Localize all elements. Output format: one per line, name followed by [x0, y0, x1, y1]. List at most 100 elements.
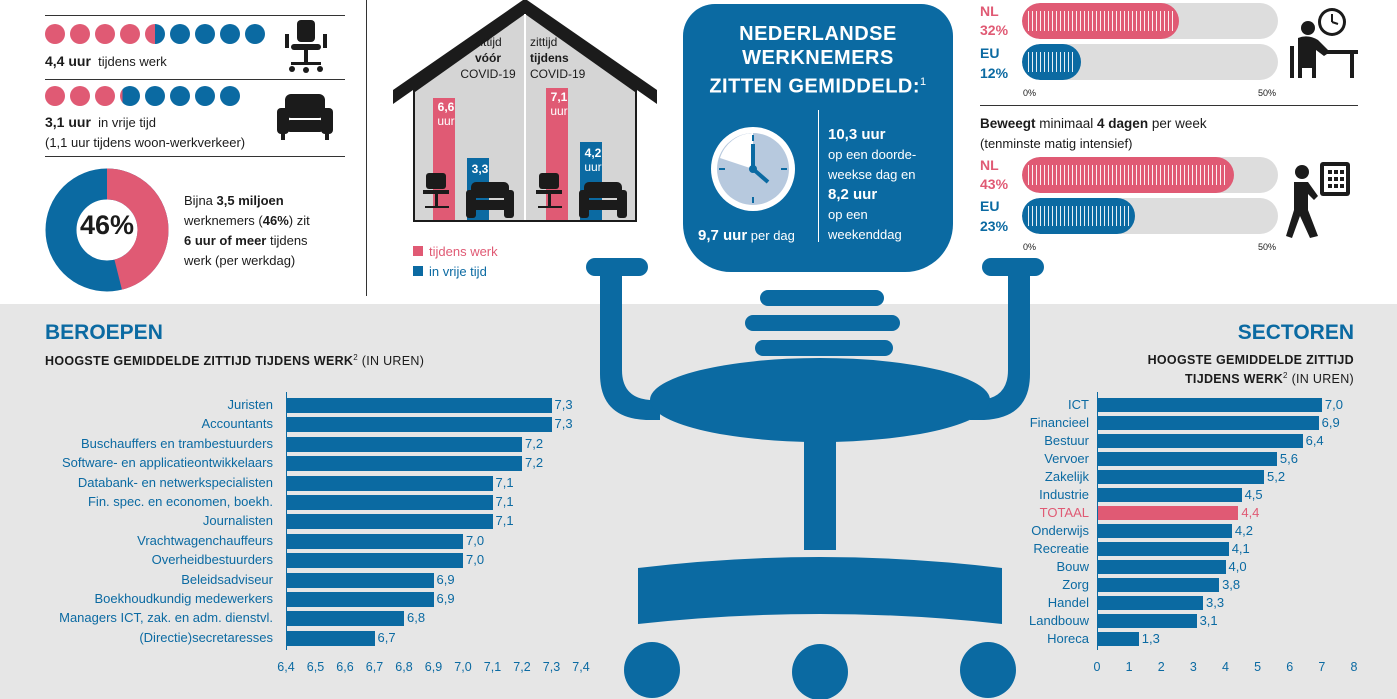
free-hours-text: 3,1 uur in vrije tijd — [45, 114, 156, 130]
sectoren-subtitle: HOOGSTE GEMIDDELDE ZITTIJD TIJDENS WERK2… — [1147, 353, 1354, 387]
bar-value-label: 7,3 — [554, 397, 573, 412]
sit-nl-bar — [1022, 3, 1278, 39]
divider-top — [45, 15, 345, 16]
bar-category-label: Software- en applicatieontwikkelaars — [62, 455, 273, 471]
move-nl-pct: 43% — [980, 176, 1009, 192]
move-title: Beweegt minimaal 4 dagen per week — [980, 116, 1207, 131]
office-chair-icon — [285, 20, 327, 73]
house-chart — [393, 0, 657, 222]
house-label-during: zittijd tijdens COVID-19 — [530, 35, 586, 81]
sit-eu-pct: 12% — [980, 65, 1009, 81]
bar — [286, 611, 404, 627]
bar-category-label: Fin. spec. en economen, boekh. — [87, 494, 273, 509]
bar-before-work — [433, 98, 455, 220]
move-nl-label: NL — [980, 157, 999, 173]
work-hours-text: 4,4 uur tijdens werk — [45, 53, 167, 69]
bar-value-label: 7,3 — [554, 416, 573, 432]
work-hours-dots — [45, 24, 265, 44]
divider-1 — [45, 79, 345, 80]
center-divider — [818, 110, 819, 242]
x-tick-label: 6,9 — [424, 660, 443, 674]
x-tick-label: 7,3 — [542, 660, 561, 674]
bar-category-label: Buschauffers en trambestuurders — [81, 435, 273, 451]
x-tick-label: 6,7 — [365, 660, 384, 674]
move-axis-50: 50% — [1258, 242, 1277, 252]
office-chair-illustration — [586, 258, 1044, 699]
move-subtitle: (tenminste matig intensief) — [980, 136, 1133, 151]
desk-worker-clock-icon — [1290, 8, 1358, 78]
bar-category-label: Boekhoudkundig medewerkers — [94, 591, 274, 606]
legend-free: in vrije tijd — [413, 262, 487, 281]
move-eu-bar — [1022, 198, 1278, 234]
bar-value-label: 7,1 — [495, 513, 514, 529]
sit-axis-50: 50% — [1258, 88, 1277, 98]
bar — [286, 456, 522, 472]
bar — [286, 630, 375, 646]
bar-category-label: Accountants — [201, 416, 273, 432]
bar-category-label: (Directie)secretaresses — [139, 629, 273, 645]
bar-category-label: Databank- en netwerkspecialisten — [77, 474, 273, 490]
house-label-before: zittijd vóór COVID-19 — [460, 35, 516, 81]
commute-note: (1,1 uur tijdens woon-werkverkeer) — [45, 135, 246, 150]
vertical-divider — [366, 0, 367, 296]
move-eu-label: EU — [980, 198, 1000, 214]
bar-value-label: 7,2 — [525, 455, 544, 471]
x-tick-label: 6,5 — [306, 660, 325, 674]
x-tick-label: 7,2 — [513, 660, 531, 674]
bar — [286, 398, 552, 413]
x-tick-label: 7,4 — [572, 660, 590, 674]
donut-value: 46% — [79, 210, 135, 240]
bar — [286, 495, 493, 510]
bar — [286, 436, 522, 452]
bar-category-label: Vrachtwagenchauffeurs — [137, 532, 273, 548]
bar-value-label: 6,9 — [436, 571, 455, 587]
donut-chart — [45, 168, 169, 292]
center-breakdown: 10,3 uur op een doorde- weekse dag en 8,… — [828, 126, 917, 242]
sit-eu-label: EU — [980, 45, 1000, 61]
beroepen-bar-chart: Juristen 7,3 Accountants 7,3 Buschauffers en… — [59, 392, 590, 674]
legend-work: tijdens werk — [413, 242, 498, 261]
walking-person-icon — [1286, 162, 1350, 238]
free-hours-dots — [45, 86, 240, 106]
x-tick-label: 6,6 — [336, 660, 354, 674]
bar-value-label: 6,9 — [436, 591, 455, 606]
x-tick-label: 6,8 — [395, 660, 413, 674]
clock-icon — [711, 127, 795, 211]
donut-share-arc — [45, 168, 169, 292]
x-tick-label: 7,0 — [454, 660, 472, 674]
bar-value-label: 7,2 — [525, 435, 544, 451]
center-title: NEDERLANDSE WERKNEMERS ZITTEN GEMIDDELD:1 — [709, 23, 927, 98]
bar — [286, 533, 463, 549]
bar-value-label: 7,0 — [466, 552, 485, 568]
bar-value-label: 7,1 — [495, 494, 514, 509]
move-axis-0: 0% — [1023, 242, 1037, 252]
bar-during-free-label: 4,2 uur — [584, 146, 602, 174]
sit-eu-bar — [1022, 44, 1278, 80]
beroepen-title: BEROEPEN — [45, 321, 163, 344]
x-tick-label: 7,1 — [483, 660, 502, 674]
bar — [286, 572, 434, 588]
bar — [286, 475, 493, 491]
sectoren-title: SECTOREN — [1237, 321, 1354, 344]
bar — [286, 417, 552, 433]
bar-category-label: Managers ICT, zak. en adm. dienstvl. — [59, 610, 273, 626]
center-total: 9,7 uur per dag — [698, 227, 795, 244]
donut-description: Bijna 3,5 miljoen werknemers (46%) zit 6… — [184, 193, 310, 268]
bar — [286, 553, 463, 569]
move-nl-bar — [1022, 157, 1278, 193]
armchair-icon — [277, 94, 333, 140]
sit-nl-label: NL — [980, 3, 999, 19]
move-eu-pct: 23% — [980, 218, 1009, 234]
bar-before-work-label: 6,6 uur — [437, 100, 455, 128]
divider-right — [980, 105, 1358, 106]
bar-value-label: 7,0 — [466, 532, 485, 548]
bar-category-label: Journalisten — [202, 513, 273, 529]
sit-nl-pct: 32% — [980, 22, 1009, 38]
bar-during-work-label: 7,1 uur — [550, 90, 568, 118]
divider-2 — [45, 156, 345, 157]
bar-value-label: 6,8 — [407, 610, 426, 626]
bar-category-label: Juristen — [227, 397, 273, 412]
x-tick-label: 6,4 — [277, 660, 295, 674]
bar-category-label: Overheidbestuurders — [151, 552, 273, 568]
bar-value-label: 6,7 — [377, 629, 396, 645]
